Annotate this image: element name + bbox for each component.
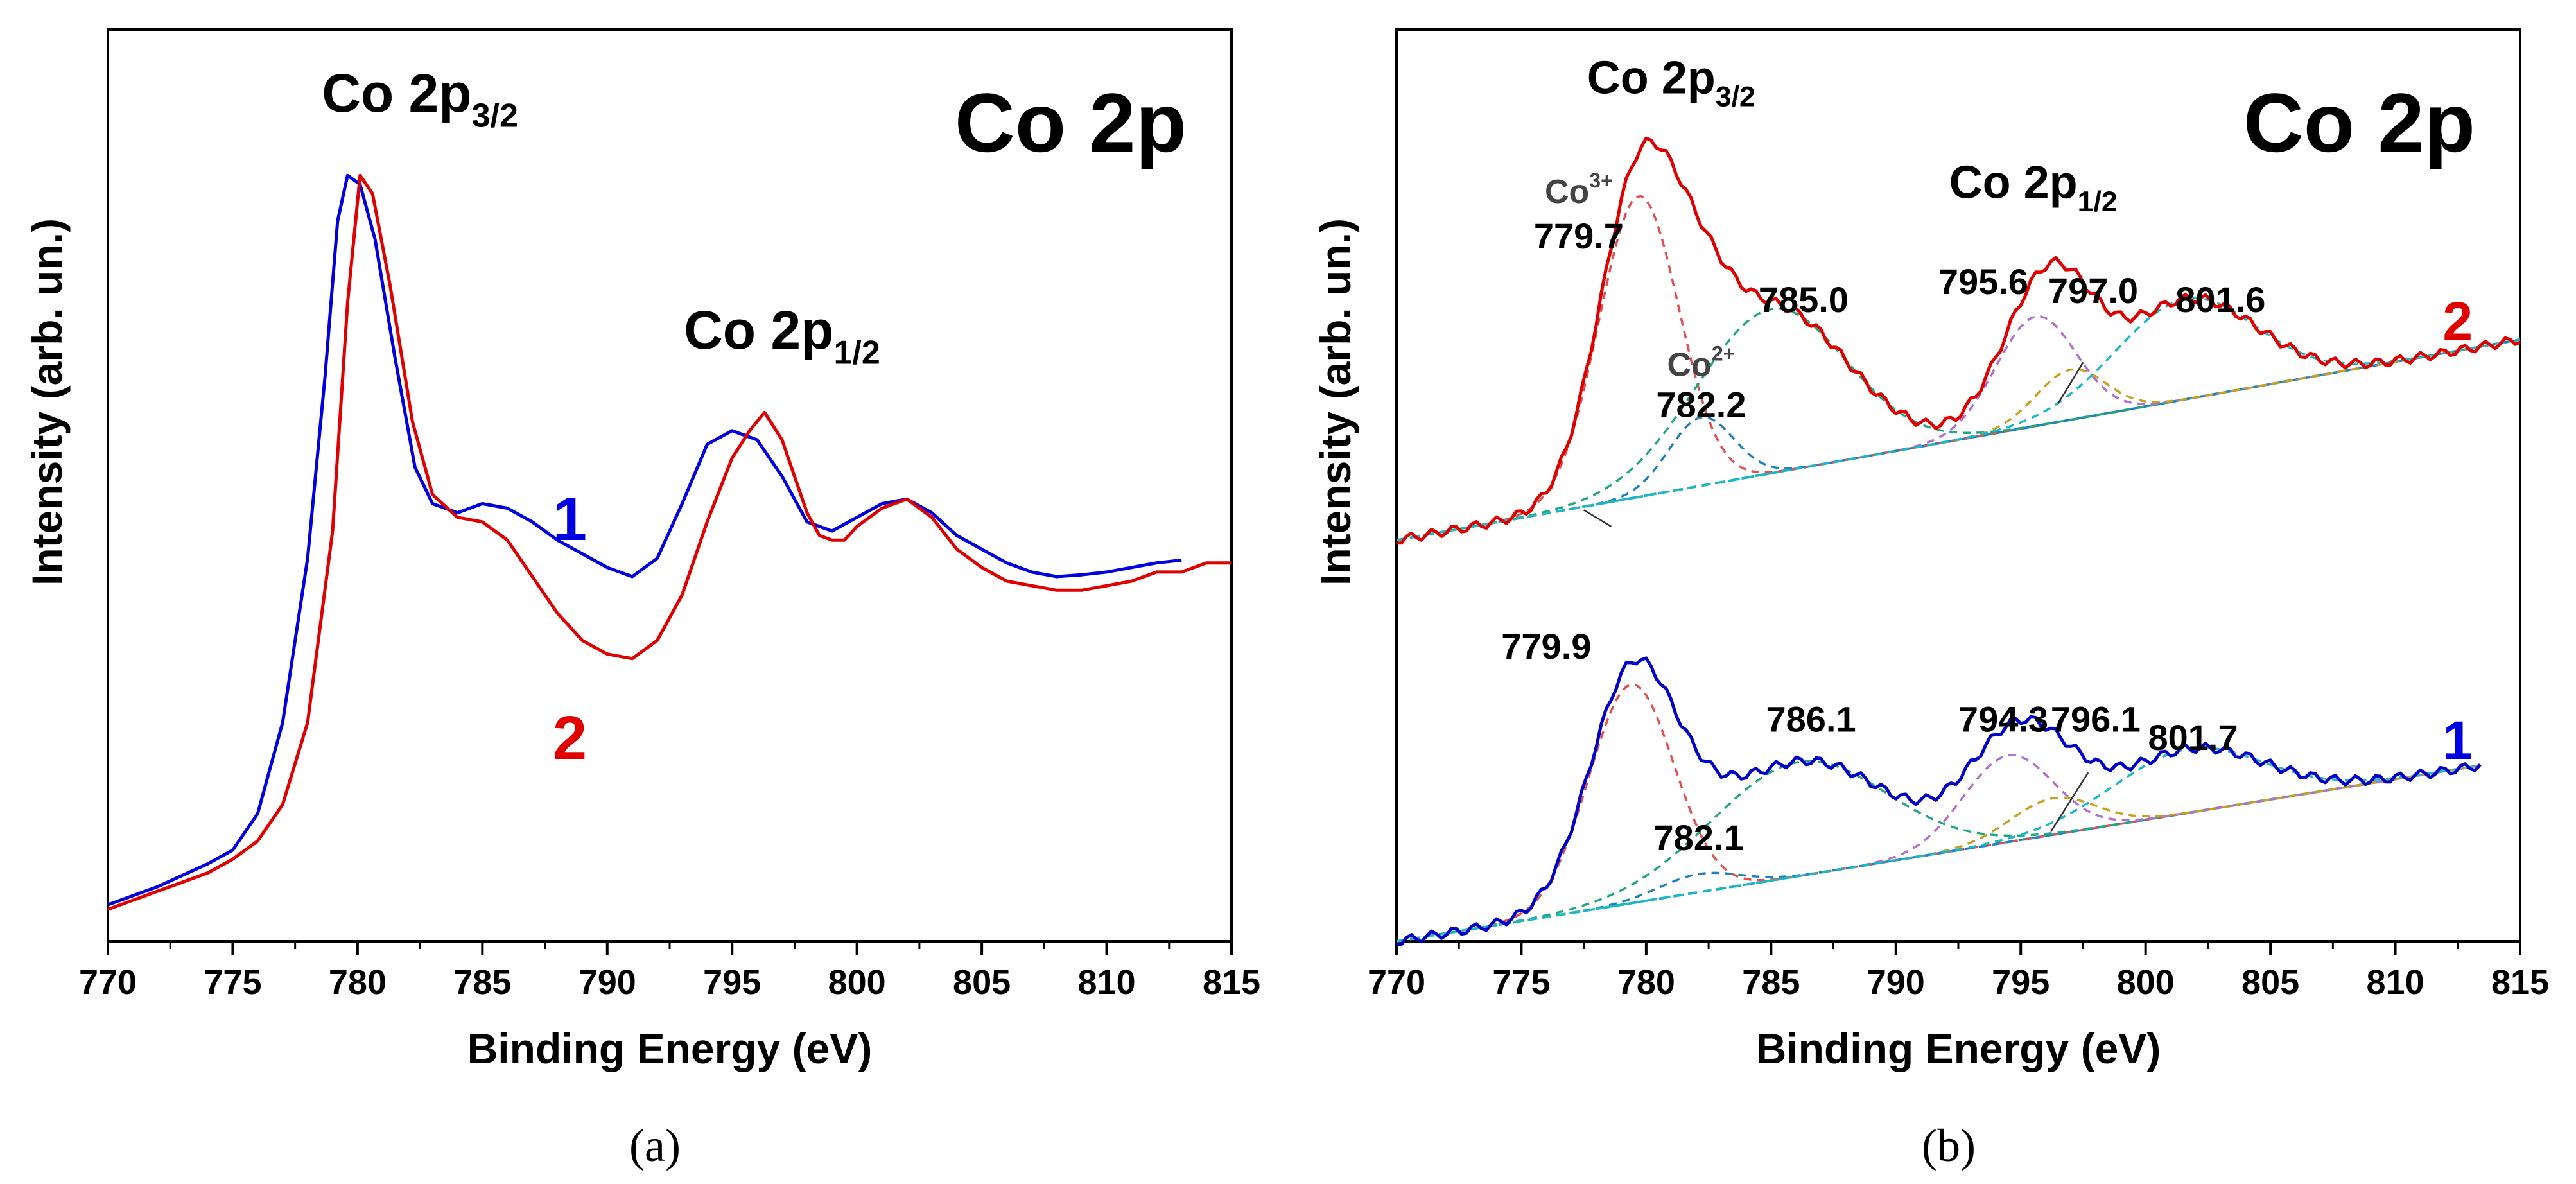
- x-tick-label: 810: [2367, 963, 2424, 1002]
- x-tick-label: 790: [1867, 963, 1925, 1002]
- series-label-1: 1: [553, 485, 587, 553]
- peak-label-2p32: Co 2p3/2: [322, 63, 518, 135]
- peak-position-label: 801.7: [2148, 717, 2238, 758]
- panel-caption: (a): [629, 1120, 681, 1171]
- y-axis-title: Intensity (arb. un.): [23, 218, 71, 586]
- panel-title: Co 2p: [955, 76, 1187, 170]
- x-tick-label: 805: [2241, 963, 2299, 1002]
- x-tick-label: 795: [1992, 963, 2049, 1002]
- peak-position-label: 779.7: [1534, 216, 1624, 256]
- peak-label-2p12-sub: 1/2: [833, 335, 880, 372]
- component-fit-1-6: [1396, 747, 2481, 943]
- species-label-co3-main: Co: [1545, 173, 1589, 211]
- panel-a: 770 775 780 785 790 795 800 805 810 815 Binding En…: [23, 28, 1260, 1171]
- x-tick-label: 770: [1368, 963, 1425, 1002]
- x-tick-label: 780: [329, 963, 387, 1002]
- x-tick-label: 810: [1078, 963, 1136, 1002]
- peak-position-label: 794.3: [1958, 699, 2048, 739]
- curve-label-2: 2: [2442, 291, 2473, 351]
- x-tick-label: 815: [2491, 963, 2549, 1002]
- peak-label-2p12-main: Co 2p: [1949, 157, 2078, 209]
- x-tick-label: 815: [1203, 963, 1260, 1002]
- x-tick-label: 800: [828, 963, 886, 1002]
- x-tick-label: 780: [1617, 963, 1675, 1002]
- species-label-co3-sup: 3+: [1589, 169, 1612, 192]
- peak-label-2p12-main: Co 2p: [684, 300, 833, 360]
- peak-label-2p12-sub: 1/2: [2078, 186, 2118, 218]
- panel-title: Co 2p: [2243, 76, 2475, 170]
- x-tick-label: 770: [79, 963, 137, 1002]
- x-tick-label: 775: [1492, 963, 1550, 1002]
- y-axis-title: Intensity (arb. un.): [1312, 218, 1359, 586]
- species-label-co2: Co2+: [1667, 342, 1736, 384]
- peak-position-label: 797.0: [2048, 270, 2138, 311]
- peak-label-2p32-sub: 3/2: [472, 97, 518, 134]
- peak-label-2p12: Co 2p1/2: [684, 300, 880, 372]
- component-fit-2-4: [1396, 315, 2521, 541]
- x-tick-label: 785: [453, 963, 511, 1002]
- panel-caption: (b): [1922, 1120, 1976, 1171]
- series-label-2: 2: [553, 704, 587, 772]
- series-line-1: [107, 173, 1182, 907]
- x-tick-label: 800: [2117, 963, 2175, 1002]
- peak-label-2p32-main: Co 2p: [322, 63, 471, 123]
- spectrum-line-2: [1397, 136, 2521, 545]
- x-tick-label: 775: [204, 963, 261, 1002]
- species-label-co3: Co3+: [1545, 169, 1613, 211]
- peak-label-2p32-sub: 3/2: [1716, 82, 1755, 113]
- leader-796: [2049, 772, 2089, 833]
- leader-co2-upper: [1583, 509, 1612, 527]
- species-label-co2-sup: 2+: [1712, 342, 1735, 365]
- peak-position-label: 786.1: [1766, 699, 1856, 739]
- x-axis-title: Binding Energy (eV): [1756, 1025, 2161, 1072]
- peak-position-label: 785.0: [1759, 279, 1849, 320]
- component-fit-2-6: [1396, 297, 2521, 541]
- peak-position-label: 779.9: [1501, 626, 1591, 666]
- curve-label-1: 1: [2442, 710, 2473, 770]
- peak-label-2p12: Co 2p1/2: [1949, 157, 2118, 218]
- peak-position-label: 801.6: [2175, 279, 2265, 320]
- peak-position-label: 795.6: [1938, 261, 2028, 302]
- x-tick-label: 790: [579, 963, 636, 1002]
- peak-label-2p32: Co 2p3/2: [1587, 52, 1755, 112]
- component-fit-2-3: [1396, 307, 2521, 541]
- peak-position-label: 782.2: [1656, 385, 1746, 425]
- x-tick-label: 785: [1742, 963, 1800, 1002]
- spectrum-line-1: [1396, 656, 2482, 946]
- species-label-co2-main: Co: [1667, 347, 1712, 384]
- leader-797: [2057, 361, 2084, 404]
- panel-b: 770 775 780 785 790 795 800 805 810 815 Binding En…: [1312, 28, 2549, 1171]
- x-tick-label: 795: [703, 963, 761, 1002]
- x-tick-label: 805: [953, 963, 1011, 1002]
- x-axis-title: Binding Energy (eV): [467, 1025, 873, 1072]
- peak-label-2p32-main: Co 2p: [1587, 52, 1716, 103]
- peak-position-label: 796.1: [2051, 699, 2141, 739]
- peak-position-label: 782.1: [1653, 817, 1743, 858]
- component-fit-1-1: [1396, 683, 2481, 943]
- series-line-2: [107, 173, 1231, 911]
